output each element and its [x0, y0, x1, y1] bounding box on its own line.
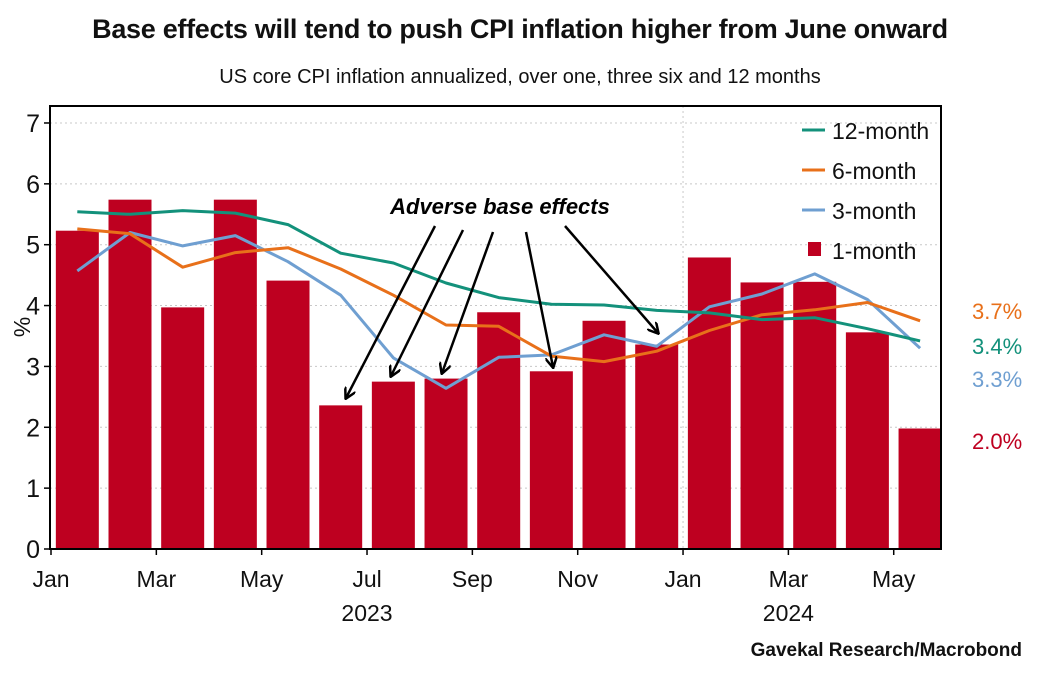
bar-1-month — [898, 428, 942, 549]
y-tick-label: 6 — [26, 171, 40, 199]
line-6-month — [77, 227, 921, 364]
end-value-label-3-month: 3.3% — [972, 367, 1022, 392]
end-value-label-6-month: 3.7% — [972, 299, 1022, 324]
x-tick-label: Mar — [137, 566, 177, 592]
x-tick-label: Sep — [452, 566, 493, 592]
bar-1-month — [371, 381, 415, 549]
legend-label-6-month: 6-month — [832, 158, 916, 184]
y-tick-label: 2 — [26, 414, 40, 442]
y-axis-label: % — [9, 317, 35, 337]
y-tick-label: 3 — [26, 353, 40, 381]
legend-label-12-month: 12-month — [832, 118, 929, 144]
bar-1-month — [582, 320, 626, 549]
end-value-label-1-month: 2.0% — [972, 429, 1022, 454]
annotation-text: Adverse base effects — [389, 194, 610, 219]
x-tick-label: Nov — [557, 566, 598, 592]
bar-1-month — [529, 371, 573, 549]
bar-1-month — [319, 405, 363, 549]
bar-1-month — [108, 199, 152, 549]
x-tick-label: Jan — [664, 566, 701, 592]
annotation-arrow — [564, 225, 658, 333]
x-tick-label: Jul — [352, 566, 381, 592]
annotation-arrow — [524, 231, 553, 367]
chart-subtitle: US core CPI inflation annualized, over o… — [219, 66, 821, 88]
bar-1-month — [266, 280, 310, 549]
y-tick-label: 0 — [26, 536, 40, 564]
bar-1-month — [424, 378, 468, 549]
year-label: 2024 — [763, 600, 814, 626]
y-tick-label: 1 — [26, 475, 40, 503]
y-tick-label: 5 — [26, 232, 40, 260]
legend-label-3-month: 3-month — [832, 198, 916, 224]
year-label: 2023 — [341, 600, 392, 626]
annotation-arrow — [346, 225, 437, 398]
end-value-label-12-month: 3.4% — [972, 334, 1022, 359]
bar-1-month — [55, 230, 99, 549]
chart-title: Base effects will tend to push CPI infla… — [92, 14, 948, 44]
y-tick-label: 7 — [26, 110, 40, 138]
bar-1-month — [477, 312, 521, 549]
y-tick-label: 4 — [26, 293, 40, 321]
x-tick-label: Jan — [32, 566, 69, 592]
bar-1-month — [740, 282, 784, 549]
source-label: Gavekal Research/Macrobond — [750, 640, 1022, 661]
x-tick-label: Mar — [769, 566, 809, 592]
x-tick-label: May — [240, 566, 284, 592]
line-3-month — [76, 231, 922, 390]
legend-label-1-month: 1-month — [832, 238, 916, 264]
line-12-month — [77, 209, 921, 343]
bar-1-month — [687, 257, 731, 549]
legend-swatch-1-month — [808, 242, 821, 256]
bar-1-month — [845, 332, 889, 549]
annotation-arrow — [442, 231, 495, 373]
bar-1-month — [793, 281, 837, 549]
annotation-arrow — [391, 229, 465, 376]
plot-frame — [49, 105, 942, 550]
bar-1-month — [161, 307, 205, 549]
bar-1-month — [635, 344, 679, 549]
x-tick-label: May — [872, 566, 916, 592]
